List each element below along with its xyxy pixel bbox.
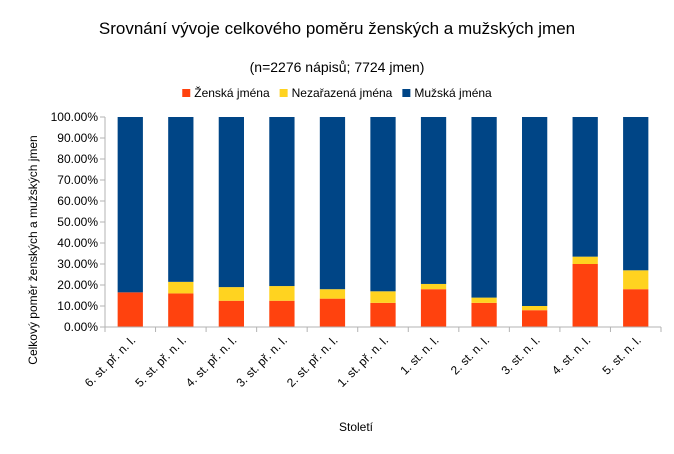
bar-segment-zenska-jmena	[370, 302, 396, 327]
bar-segment-muzska-jmena	[168, 117, 194, 282]
x-axis: 6. st. př. n. l.5. st. př. n. l.4. st. p…	[82, 326, 662, 390]
bar-segment-zenska-jmena	[572, 264, 598, 327]
x-tick-label: 2. st. př. n. l.	[284, 333, 341, 390]
bar-segment-muzska-jmena	[269, 117, 295, 287]
bar-segment-nezarazena-jmena	[471, 297, 497, 303]
bar-segment-zenska-jmena	[623, 289, 649, 327]
x-tick-label: 4. st. n. l.	[549, 333, 593, 377]
bar-segment-zenska-jmena	[269, 300, 295, 327]
bar-segment-muzska-jmena	[623, 117, 649, 271]
bars	[117, 117, 649, 327]
bar-segment-nezarazena-jmena	[420, 283, 447, 290]
bar-segment-muzska-jmena	[471, 117, 497, 298]
bar-segment-nezarazena-jmena	[370, 291, 396, 303]
legend-item-muzska-jmena: Mužská jména	[402, 86, 492, 100]
y-axis: 0.00% 10.00% 20.00% 30.00% 40.00% 50.00% 60.00…	[51, 110, 106, 334]
y-tick-label: 10.00%	[57, 299, 98, 313]
y-tick-label: 60.00%	[57, 194, 98, 208]
bar-segment-zenska-jmena	[218, 300, 244, 327]
legend-swatch	[182, 89, 191, 97]
x-tick-label: 3. st. př. n. l.	[233, 333, 290, 390]
bar-segment-zenska-jmena	[117, 292, 143, 327]
bar-segment-muzska-jmena	[572, 117, 598, 257]
legend-label: Ženská jména	[194, 85, 270, 100]
legend: Ženská jména Nezařazená jména Mužská jména	[182, 85, 492, 100]
bar-segment-muzska-jmena	[370, 117, 396, 292]
bar-segment-nezarazena-jmena	[522, 306, 548, 311]
legend-swatch	[402, 89, 411, 97]
y-tick-label: 70.00%	[57, 173, 98, 187]
y-tick-label: 90.00%	[57, 131, 98, 145]
y-axis-label: Celkový poměr ženských a mužských jmen	[26, 135, 40, 364]
bar-segment-muzska-jmena	[522, 117, 548, 306]
bar-segment-nezarazena-jmena	[319, 289, 346, 299]
y-tick-label: 50.00%	[57, 215, 98, 229]
x-tick-label: 4. st. př. n. l.	[183, 333, 240, 390]
bar-segment-muzska-jmena	[420, 117, 447, 284]
bar-segment-muzska-jmena	[218, 117, 244, 288]
bar-segment-muzska-jmena	[117, 117, 143, 293]
x-tick-label: 3. st. n. l.	[498, 333, 542, 377]
y-tick-label: 30.00%	[57, 257, 98, 271]
bar-segment-nezarazena-jmena	[168, 281, 194, 294]
legend-swatch	[279, 89, 288, 97]
bar-segment-nezarazena-jmena	[623, 270, 649, 290]
y-tick-label: 80.00%	[57, 152, 98, 166]
bar-segment-nezarazena-jmena	[218, 287, 244, 301]
y-tick-label: 40.00%	[57, 236, 98, 250]
x-tick-label: 2. st. n. l.	[448, 333, 492, 377]
y-tick-label: 100.00%	[51, 110, 99, 124]
legend-item-zenska-jmena: Ženská jména	[182, 85, 270, 100]
legend-label: Mužská jména	[414, 86, 492, 100]
y-tick-label: 0.00%	[64, 320, 98, 334]
x-tick-label: 5. st. př. n. l.	[132, 333, 189, 390]
x-tick-label: 1. st. př. n. l.	[335, 333, 392, 390]
legend-item-nezarazena-jmena: Nezařazená jména	[279, 86, 393, 100]
legend-label: Nezařazená jména	[292, 86, 393, 100]
bar-segment-zenska-jmena	[522, 310, 548, 327]
x-tick-label: 1. st. n. l.	[397, 333, 441, 377]
y-tick-label: 20.00%	[57, 278, 98, 292]
bar-segment-muzska-jmena	[319, 117, 346, 290]
chart-subtitle: (n=2276 nápisů; 7724 jmen)	[250, 59, 425, 75]
x-tick-label: 5. st. n. l.	[600, 333, 644, 377]
x-tick-label: 6. st. př. n. l.	[82, 333, 139, 390]
bar-segment-zenska-jmena	[471, 302, 497, 327]
x-axis-label: Století	[339, 420, 374, 434]
chart-title: Srovnání vývoje celkového poměru ženskýc…	[99, 19, 575, 38]
bar-segment-zenska-jmena	[319, 298, 346, 327]
bar-segment-nezarazena-jmena	[572, 256, 598, 264]
bar-segment-nezarazena-jmena	[269, 286, 295, 301]
bar-segment-zenska-jmena	[420, 289, 447, 327]
bar-segment-zenska-jmena	[168, 293, 194, 327]
